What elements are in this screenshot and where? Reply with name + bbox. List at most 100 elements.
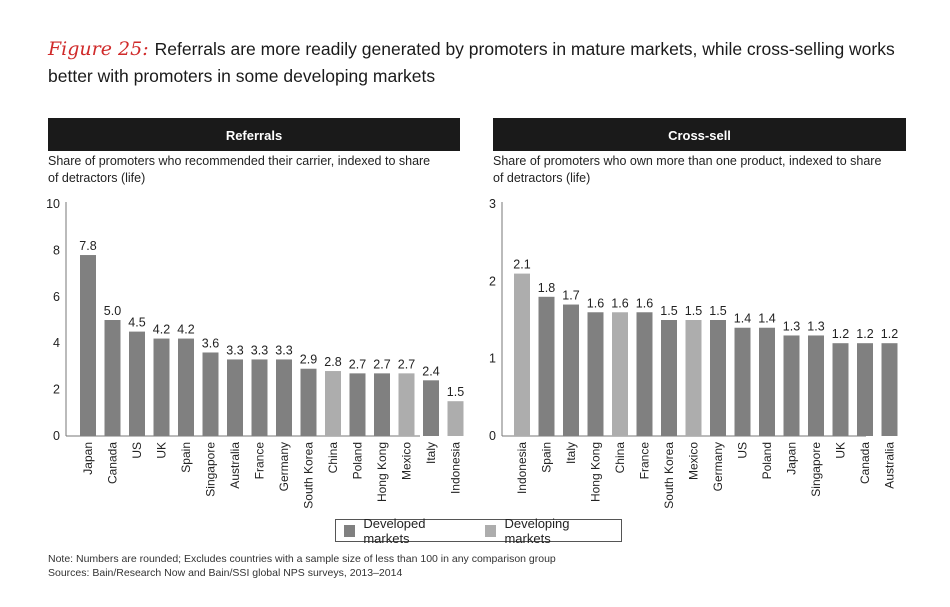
crosssell-bar [783, 335, 800, 436]
referrals-bar [80, 255, 96, 436]
referrals-bar [349, 373, 366, 436]
referrals-data-label: 5.0 [104, 304, 121, 318]
referrals-bar [325, 371, 341, 436]
referrals-category-label: China [326, 442, 340, 474]
note-text: Note: Numbers are rounded; Excludes coun… [48, 553, 556, 565]
crosssell-bar [881, 343, 898, 436]
referrals-data-label: 2.9 [300, 353, 317, 367]
referrals-category-label: UK [155, 442, 169, 459]
crosssell-category-label: Indonesia [515, 442, 529, 494]
referrals-category-label: Spain [179, 442, 193, 473]
crosssell-category-label: South Korea [662, 442, 676, 509]
referrals-bar [276, 359, 292, 436]
crosssell-data-label: 1.6 [611, 296, 628, 310]
referrals-data-label: 7.8 [79, 239, 96, 253]
referrals-category-label: Italy [424, 442, 438, 464]
referrals-header-bar [48, 118, 460, 151]
referrals-ytick-label: 4 [53, 336, 60, 350]
referrals-category-label: South Korea [302, 442, 316, 509]
crosssell-bar [832, 343, 849, 436]
crosssell-ytick-label: 2 [489, 274, 496, 288]
crosssell-data-label: 1.4 [758, 312, 775, 326]
crosssell-bar [514, 273, 530, 436]
crosssell-category-label: US [736, 442, 750, 459]
crosssell-ytick-label: 0 [489, 429, 496, 443]
crosssell-category-label: Canada [858, 442, 872, 484]
referrals-bar [202, 352, 219, 436]
referrals-category-label: Canada [106, 442, 120, 484]
referrals-data-label: 2.7 [373, 357, 390, 371]
crosssell-bar [636, 312, 653, 436]
figure-label: Figure 25: [48, 38, 149, 60]
figure-title-text: Referrals are more readily generated by … [48, 39, 895, 86]
crosssell-data-label: 1.6 [587, 296, 604, 310]
crosssell-bar [759, 327, 775, 436]
legend-swatch-developing [485, 524, 497, 537]
referrals-ytick-label: 2 [53, 383, 60, 397]
crosssell-header-bar [493, 118, 906, 151]
referrals-chart-title: Referrals [226, 128, 282, 143]
crosssell-bar [563, 304, 579, 436]
referrals-bar [374, 373, 390, 436]
crosssell-data-label: 1.2 [832, 327, 849, 341]
crosssell-data-label: 1.3 [807, 319, 824, 333]
crosssell-category-label: Italy [564, 442, 578, 464]
referrals-subtitle-line: of detractors (life) [48, 171, 145, 185]
crosssell-data-label: 1.5 [685, 304, 702, 318]
referrals-category-label: Singapore [204, 442, 218, 497]
crosssell-data-label: 1.5 [660, 304, 677, 318]
legend: Developed markets Developing markets [335, 516, 622, 546]
crosssell-bar [661, 320, 677, 436]
referrals-bar [398, 373, 415, 436]
referrals-bar [178, 338, 194, 436]
crosssell-bar [710, 320, 726, 436]
crosssell-bar [538, 296, 555, 436]
crosssell-data-label: 1.5 [709, 304, 726, 318]
crosssell-category-label: Japan [785, 442, 799, 475]
referrals-data-label: 2.8 [324, 355, 341, 369]
referrals-category-label: Japan [81, 442, 95, 475]
crosssell-data-label: 1.2 [856, 327, 873, 341]
crosssell-bar [612, 312, 628, 436]
referrals-ytick-label: 8 [53, 243, 60, 257]
referrals-data-label: 1.5 [447, 385, 464, 399]
crosssell-data-label: 2.1 [513, 258, 530, 272]
crosssell-data-label: 1.2 [881, 327, 898, 341]
referrals-data-label: 3.3 [226, 343, 243, 357]
legend-item-developing: Developing markets [485, 516, 613, 546]
figure-title: Figure 25: Referrals are more readily gen… [48, 36, 928, 90]
crosssell-bar [587, 312, 604, 436]
crosssell-category-label: UK [834, 442, 848, 459]
referrals-bar [300, 368, 317, 436]
referrals-data-label: 3.3 [251, 343, 268, 357]
sources-text: Sources: Bain/Research Now and Bain/SSI … [48, 567, 403, 579]
referrals-category-label: Germany [277, 442, 291, 491]
referrals-ytick-label: 6 [53, 290, 60, 304]
charts-canvas: Referrals Share of promoters who recommen… [46, 118, 906, 509]
crosssell-category-label: Poland [760, 442, 774, 479]
referrals-data-label: 2.7 [349, 357, 366, 371]
referrals-bar [251, 359, 268, 436]
crosssell-bar [685, 320, 702, 436]
referrals-category-label: France [253, 442, 267, 480]
referrals-data-label: 2.4 [422, 364, 439, 378]
referrals-bar [104, 320, 121, 436]
crosssell-bar [857, 343, 873, 436]
crosssell-category-label: Spain [540, 442, 554, 473]
legend-swatch-developed [344, 524, 356, 537]
referrals-data-label: 4.2 [177, 323, 194, 337]
referrals-category-label: Indonesia [449, 442, 463, 494]
legend-label-developing: Developing markets [504, 515, 570, 546]
crosssell-bar [808, 335, 824, 436]
referrals-data-label: 3.6 [202, 336, 219, 350]
referrals-data-label: 4.2 [153, 323, 170, 337]
referrals-ytick-label: 0 [53, 429, 60, 443]
referrals-data-label: 4.5 [128, 316, 145, 330]
referrals-bar [447, 401, 464, 436]
crosssell-category-label: Singapore [809, 442, 823, 497]
crosssell-subtitle-line: Share of promoters who own more than one… [493, 154, 881, 168]
crosssell-subtitle-line: of detractors (life) [493, 171, 590, 185]
referrals-bar [153, 338, 170, 436]
crosssell-category-label: France [638, 442, 652, 480]
crosssell-data-label: 1.6 [636, 296, 653, 310]
